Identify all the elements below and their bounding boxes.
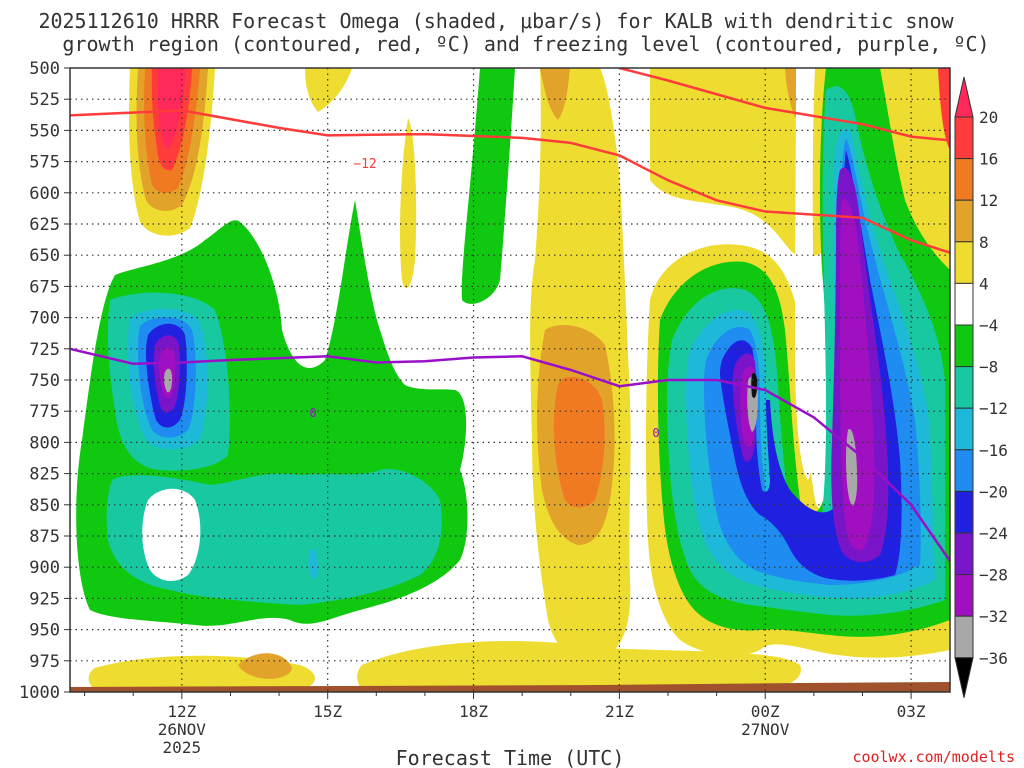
y-tick-label: 825 — [29, 465, 60, 485]
omega-region-white-gap-right — [795, 68, 816, 480]
x-tick-date: 27NOV — [741, 720, 790, 739]
omega-region-yellow-low-center — [357, 641, 801, 690]
x-tick-label: 03Z — [897, 702, 926, 721]
freezing-contour-label-a: 0 — [309, 406, 316, 420]
omega-region-gray-right-b — [846, 429, 858, 506]
colorbar-label: −32 — [979, 607, 1008, 626]
terrain-strip — [70, 682, 950, 692]
colorbar-swatch — [954, 199, 974, 243]
omega-region-yellow-upper-right — [650, 68, 835, 257]
x-axis-title: Forecast Time (UTC) — [396, 746, 625, 768]
y-tick-label: 550 — [29, 121, 60, 141]
x-tick-label: 15Z — [313, 702, 342, 721]
x-tick-label: 21Z — [605, 702, 634, 721]
y-tick-label: 775 — [29, 402, 60, 422]
chart-title-line-2: growth region (contoured, red, ºC) and f… — [62, 32, 989, 56]
y-tick-label: 900 — [29, 558, 60, 578]
y-tick-label: 600 — [29, 184, 60, 204]
y-tick-label: 725 — [29, 340, 60, 360]
omega-region-black-spot — [751, 372, 758, 398]
dotted-grid — [70, 68, 950, 692]
colorbar: 20 16 12 8 4 −4 −8 −12 −16 −20 −24 −28 −32 −36 — [954, 76, 1008, 698]
y-tick-label: 975 — [29, 652, 60, 672]
colorbar-swatch — [954, 449, 974, 492]
x-tick-label: 12Z — [167, 702, 196, 721]
colorbar-swatch — [954, 158, 974, 201]
colorbar-label: −24 — [979, 524, 1008, 543]
credit-text: coolwx.com/modelts — [852, 748, 1015, 766]
dendritic-growth-contour-line — [70, 109, 950, 254]
y-tick-label: 575 — [29, 153, 60, 173]
colorbar-label: −8 — [979, 358, 998, 377]
omega-region-orange-21z — [553, 376, 605, 508]
freezing-level-contour-line — [70, 347, 950, 562]
omega-region-magenta-top-left — [157, 68, 186, 149]
y-tick-label: 650 — [29, 246, 60, 266]
freezing-contour-label-b: 0 — [652, 426, 659, 440]
y-tick-label: 675 — [29, 277, 60, 297]
colorbar-swatch — [954, 532, 974, 576]
colorbar-swatch — [954, 490, 974, 534]
omega-region-yellow-tongue-b — [305, 68, 352, 112]
dgz-label-background — [350, 156, 380, 170]
y-tick-label: 1000 — [19, 683, 60, 703]
dgz-contour-label: −12 — [353, 157, 376, 172]
omega-region-gray-left — [163, 368, 172, 393]
colorbar-swatch — [954, 366, 974, 409]
y-tick-label: 800 — [29, 433, 60, 453]
y-tick-label: 850 — [29, 496, 60, 516]
omega-region-gold-mid-21z — [540, 68, 570, 120]
y-tick-label: 875 — [29, 527, 60, 547]
colorbar-label: −28 — [979, 566, 1008, 585]
omega-region-yellow-right-edge — [900, 68, 950, 300]
colorbar-label: −12 — [979, 399, 1008, 418]
colorbar-swatch — [954, 282, 974, 326]
x-tick-label: 18Z — [459, 702, 488, 721]
y-tick-label: 500 — [29, 59, 60, 79]
colorbar-label: 4 — [979, 274, 989, 293]
y-tick-label: 925 — [29, 589, 60, 609]
colorbar-label: −36 — [979, 649, 1008, 668]
y-tick-label: 625 — [29, 215, 60, 235]
omega-region-orange-low — [238, 653, 292, 679]
colorbar-label: −16 — [979, 441, 1008, 460]
y-tick-label: 700 — [29, 309, 60, 329]
colorbar-swatch — [954, 615, 974, 659]
omega-region-white-hole-left — [142, 488, 201, 582]
colorbar-swatch — [954, 324, 974, 368]
colorbar-label: 20 — [979, 108, 998, 127]
colorbar-label: 16 — [979, 150, 998, 169]
colorbar-label: −4 — [979, 316, 998, 335]
x-tick-date: 26NOV — [158, 720, 207, 739]
x-tick-label: 00Z — [751, 702, 780, 721]
colorbar-swatch — [954, 407, 974, 451]
colorbar-label: 8 — [979, 233, 989, 252]
x-tick-year: 2025 — [163, 738, 202, 757]
chart-title-line-1: 2025112610 HRRR Forecast Omega (shaded, … — [38, 9, 954, 33]
omega-region-yellow-tongue-a — [400, 118, 417, 289]
colorbar-label: −20 — [979, 482, 1008, 501]
colorbar-swatch — [954, 116, 974, 160]
y-tick-label: 950 — [29, 621, 60, 641]
colorbar-swatch — [954, 241, 974, 284]
colorbar-label: 12 — [979, 191, 998, 210]
y-tick-label: 525 — [29, 90, 60, 110]
colorbar-bottom-arrow — [954, 657, 974, 698]
omega-region-red-right-edge — [938, 68, 950, 150]
dendritic-growth-contour-line-upper — [619, 68, 950, 142]
colorbar-swatch — [954, 574, 974, 617]
omega-region-green-spike — [461, 68, 515, 304]
colorbar-top-arrow — [954, 76, 974, 118]
y-tick-label: 750 — [29, 371, 60, 391]
y-axis-labels: 500 525 550 575 600 625 650 675 700 725 750 775 800 8… — [19, 59, 70, 703]
omega-region-cyan-spot — [308, 549, 319, 579]
